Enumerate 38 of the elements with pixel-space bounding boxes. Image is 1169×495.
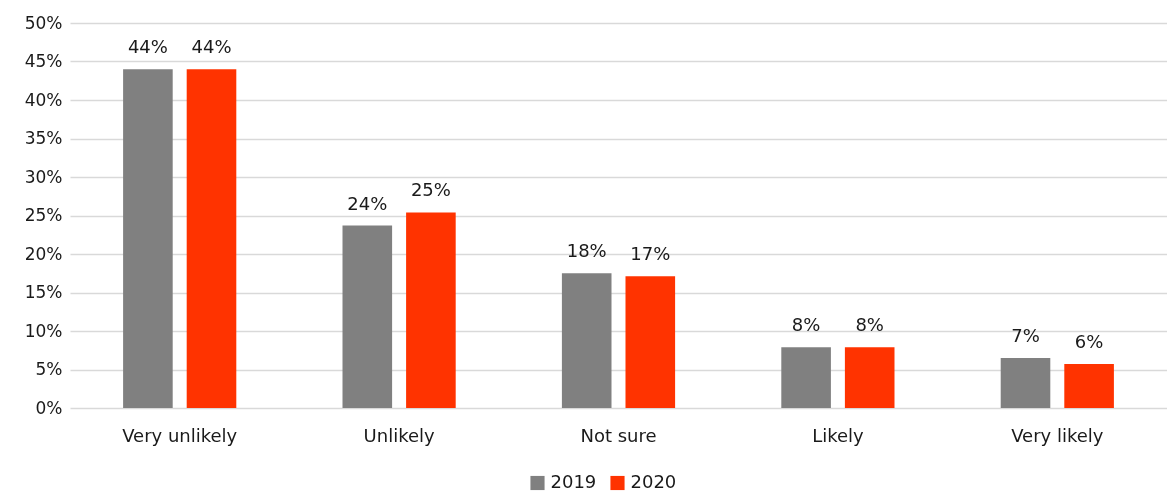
bar [342, 225, 393, 408]
data-label: 25% [410, 179, 451, 201]
x-tick-label: Not sure [580, 424, 657, 446]
y-tick-label: 45% [24, 51, 63, 71]
bar [781, 347, 831, 408]
data-label: 18% [566, 240, 607, 262]
y-tick-label: 10% [24, 320, 63, 341]
data-label: 24% [347, 192, 388, 214]
bar [561, 273, 612, 408]
data-label: 8% [791, 314, 821, 336]
bar [123, 69, 173, 408]
y-tick-label: 40% [24, 89, 63, 110]
legend-label: 2020 [630, 471, 677, 492]
y-tick-label: 30% [24, 166, 63, 187]
legend-label: 2019 [550, 471, 597, 492]
y-tick-label: 35% [24, 128, 63, 148]
y-tick-label: 5% [35, 359, 63, 379]
data-label: 8% [855, 314, 884, 336]
bar [1000, 357, 1051, 408]
y-tick-label: 50% [24, 12, 63, 33]
y-tick-label: 0% [35, 397, 63, 418]
bar [625, 276, 676, 408]
x-tick-label: Very unlikely [122, 424, 238, 446]
x-tick-label: Unlikely [363, 424, 435, 446]
bar [1064, 364, 1114, 408]
y-tick-label: 25% [24, 205, 63, 225]
x-tick-label: Very likely [1011, 424, 1104, 446]
data-label: 7% [1011, 324, 1040, 346]
y-tick-label: 20% [24, 243, 63, 264]
bar [844, 347, 895, 408]
data-label: 44% [127, 36, 168, 58]
data-label: 6% [1074, 331, 1104, 353]
x-tick-label: Likely [812, 424, 865, 446]
y-tick-label: 15% [24, 282, 63, 302]
data-label: 44% [191, 36, 232, 58]
bar [406, 212, 456, 408]
data-label: 17% [630, 243, 671, 265]
bar [186, 69, 237, 408]
